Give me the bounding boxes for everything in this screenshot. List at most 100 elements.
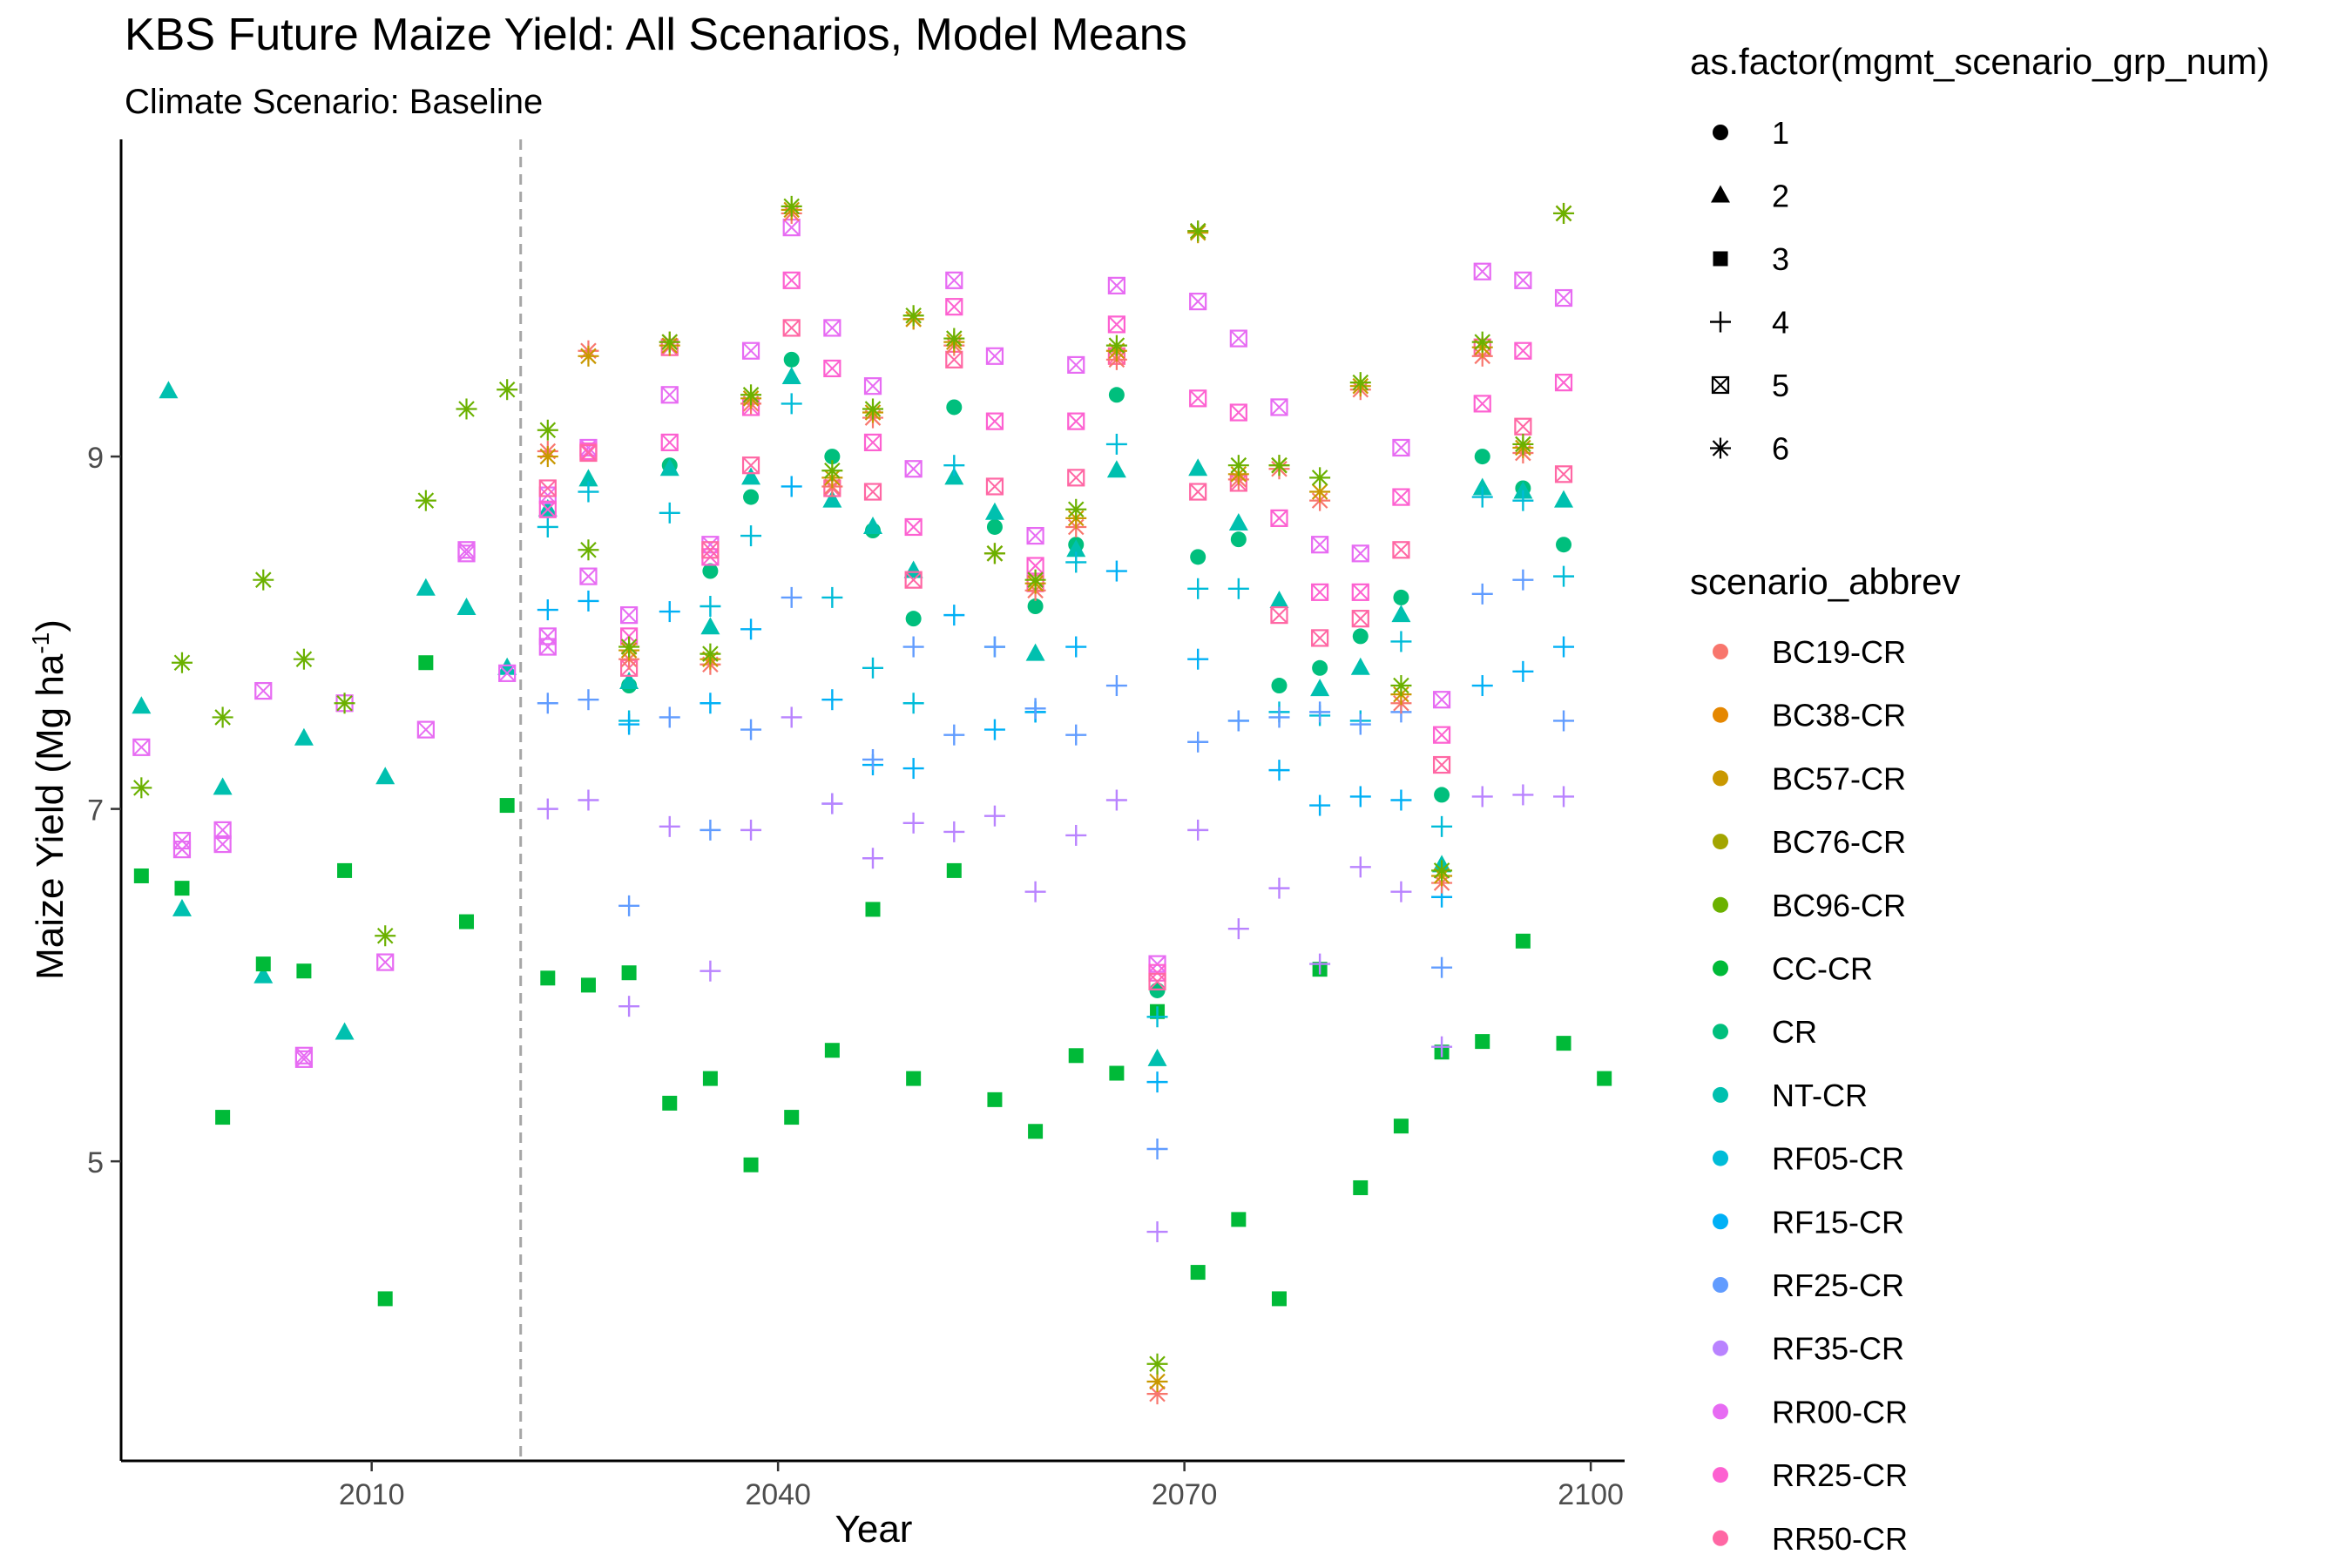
legend-shape-key — [1710, 437, 1731, 459]
y-tick-label: 5 — [87, 1146, 104, 1179]
data-point — [659, 706, 680, 728]
data-point — [1351, 610, 1369, 628]
data-point — [253, 569, 274, 591]
legend-color-key — [1713, 1213, 1728, 1230]
data-point — [253, 965, 274, 983]
data-point — [1473, 262, 1491, 280]
y-tick-label: 9 — [87, 442, 104, 475]
data-point — [619, 671, 639, 689]
data-point — [294, 1046, 314, 1064]
data-point — [1187, 648, 1209, 670]
data-point — [172, 841, 192, 859]
data-point — [133, 868, 149, 883]
legend-color-key — [1713, 1277, 1728, 1293]
data-point — [740, 525, 762, 547]
data-point — [540, 970, 556, 986]
data-point — [821, 689, 843, 711]
data-point — [1067, 412, 1085, 430]
data-point — [1473, 395, 1491, 413]
data-point — [618, 996, 640, 1017]
data-point — [1269, 590, 1289, 608]
data-point — [499, 798, 515, 814]
data-point — [983, 805, 1005, 827]
data-point — [985, 477, 1004, 496]
data-point — [1349, 856, 1371, 878]
data-point — [618, 713, 640, 735]
data-point — [781, 367, 801, 385]
data-point — [1471, 583, 1493, 605]
data-point — [1431, 860, 1453, 882]
data-point — [740, 384, 762, 406]
data-point — [1231, 1212, 1247, 1227]
data-point — [987, 1092, 1003, 1107]
data-point — [213, 821, 232, 839]
data-point — [132, 696, 152, 714]
data-point — [700, 617, 720, 635]
data-point — [620, 606, 639, 625]
data-point — [1146, 1221, 1168, 1243]
data-point — [294, 727, 314, 746]
data-point — [293, 648, 314, 670]
data-point — [376, 953, 395, 971]
data-point — [1554, 288, 1573, 308]
data-point — [1471, 331, 1493, 353]
legend-color-key — [1713, 770, 1728, 787]
data-point — [377, 1291, 393, 1307]
data-point — [132, 738, 151, 756]
chart-subtitle: Climate Scenario: Baseline — [125, 83, 543, 121]
data-point — [578, 590, 599, 612]
data-point — [983, 719, 1005, 740]
legend-shape-key — [1713, 251, 1728, 267]
data-point — [906, 1071, 922, 1086]
data-point — [1553, 202, 1575, 224]
data-point — [1189, 389, 1207, 408]
legend-shape-label: 2 — [1772, 179, 1789, 214]
data-point — [781, 195, 802, 217]
data-point — [1227, 710, 1249, 732]
data-point — [1472, 477, 1492, 496]
data-point — [1311, 583, 1329, 601]
data-point — [1107, 315, 1125, 334]
data-point — [375, 925, 396, 947]
data-point — [946, 862, 962, 878]
data-point — [824, 1043, 840, 1058]
legend-color-key — [1713, 1403, 1728, 1420]
data-point — [1512, 784, 1534, 806]
data-point — [984, 502, 1004, 520]
data-point — [1188, 458, 1208, 476]
data-point — [296, 963, 312, 979]
data-point — [1189, 483, 1207, 501]
data-point — [659, 331, 680, 353]
data-point — [821, 793, 843, 814]
data-point — [1597, 1071, 1612, 1086]
data-point — [337, 862, 353, 878]
data-point — [1024, 569, 1046, 591]
data-point — [1105, 433, 1127, 455]
data-point — [621, 965, 637, 981]
legend-color-label: RF05-CR — [1772, 1141, 1904, 1177]
data-point — [1309, 953, 1331, 975]
data-point — [213, 835, 232, 854]
data-point — [1392, 438, 1410, 457]
data-point — [1351, 583, 1369, 601]
data-point — [1309, 794, 1331, 816]
data-point — [821, 460, 843, 482]
data-point — [659, 815, 680, 837]
data-point — [1026, 526, 1044, 545]
data-point — [1065, 636, 1087, 658]
legend-shape-label: 1 — [1772, 115, 1789, 151]
data-point — [1350, 657, 1370, 675]
x-axis-label: Year — [835, 1508, 913, 1551]
data-point — [905, 611, 922, 627]
color-legend-title: scenario_abbrev — [1690, 561, 1961, 602]
data-point — [537, 798, 558, 820]
data-point — [456, 598, 476, 616]
data-point — [497, 379, 518, 401]
legend-color-key — [1713, 834, 1728, 850]
data-point — [579, 443, 598, 463]
legend-color-label: BC96-CR — [1772, 888, 1906, 923]
data-point — [171, 652, 193, 673]
data-point — [578, 689, 599, 711]
data-point — [660, 433, 679, 451]
data-point — [1432, 691, 1451, 709]
